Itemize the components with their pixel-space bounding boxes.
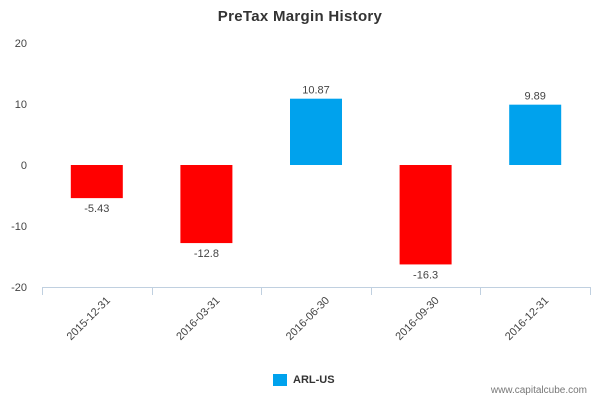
y-tick-label: 20 bbox=[15, 38, 27, 50]
x-tick-label: 2016-03-31 bbox=[174, 295, 222, 343]
bar bbox=[70, 165, 123, 199]
y-tick-label: 10 bbox=[15, 99, 27, 111]
bar bbox=[399, 165, 452, 265]
x-tick-label: 2015-12-31 bbox=[65, 295, 113, 343]
y-tick-label: -20 bbox=[11, 282, 27, 294]
x-tick-label: 2016-09-30 bbox=[393, 295, 441, 343]
data-label: 9.89 bbox=[524, 91, 545, 103]
chart-title: PreTax Margin History bbox=[217, 8, 383, 25]
x-tick-label: 2016-06-30 bbox=[284, 295, 332, 343]
legend-swatch bbox=[273, 374, 287, 386]
bar bbox=[180, 165, 233, 244]
legend-label: ARL-US bbox=[293, 374, 335, 386]
bar bbox=[509, 104, 562, 165]
y-tick-label: 0 bbox=[21, 160, 27, 172]
data-label: -12.8 bbox=[194, 248, 219, 260]
x-tick-label: 2016-12-31 bbox=[503, 295, 551, 343]
bar bbox=[290, 98, 342, 165]
data-label: 10.87 bbox=[302, 85, 330, 97]
data-label: -5.43 bbox=[84, 203, 109, 215]
watermark: www.capitalcube.com bbox=[490, 385, 587, 396]
y-tick-label: -10 bbox=[11, 221, 27, 233]
data-label: -16.3 bbox=[413, 269, 438, 281]
legend[interactable]: ARL-US bbox=[273, 372, 335, 388]
